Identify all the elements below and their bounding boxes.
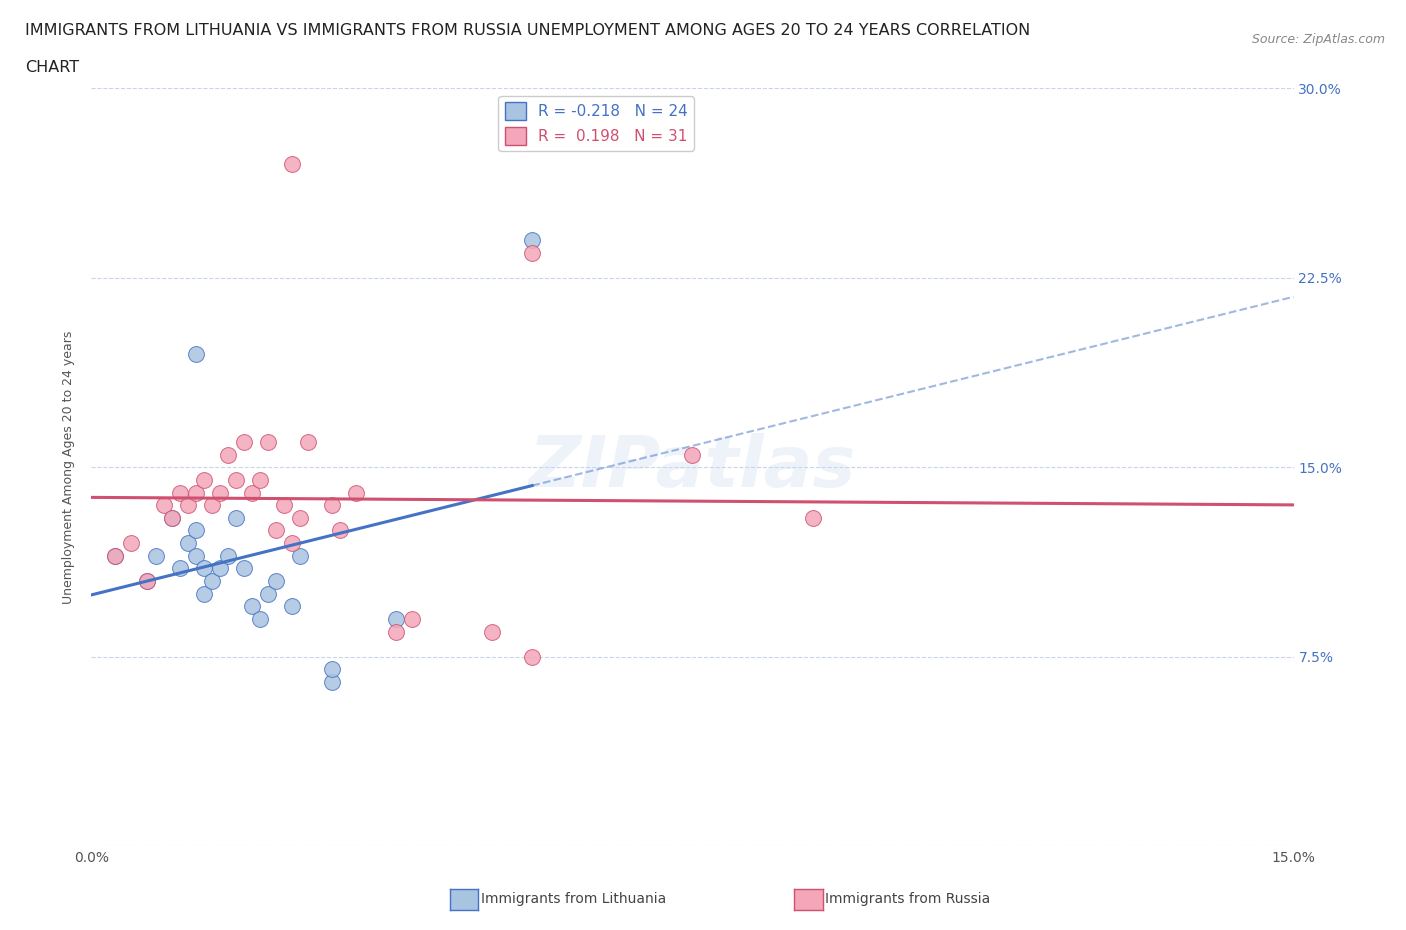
Point: [273, 498, 295, 512]
Text: IMMIGRANTS FROM LITHUANIA VS IMMIGRANTS FROM RUSSIA UNEMPLOYMENT AMONG AGES 20 T: IMMIGRANTS FROM LITHUANIA VS IMMIGRANTS …: [25, 23, 1031, 38]
Point: [152, 498, 174, 512]
Point: [401, 612, 423, 627]
Point: [256, 586, 278, 601]
Point: [193, 561, 215, 576]
Point: [160, 511, 183, 525]
Legend: R = -0.218   N = 24, R =  0.198   N = 31: R = -0.218 N = 24, R = 0.198 N = 31: [499, 96, 695, 152]
Point: [240, 485, 263, 500]
Text: CHART: CHART: [25, 60, 79, 75]
Point: [288, 549, 311, 564]
Point: [281, 599, 304, 614]
Point: [264, 523, 287, 538]
Point: [522, 649, 544, 664]
Point: [169, 561, 191, 576]
Point: [121, 536, 143, 551]
Point: [249, 612, 271, 627]
Point: [321, 662, 343, 677]
Point: [344, 485, 367, 500]
Point: [225, 472, 247, 487]
Point: [681, 447, 703, 462]
Point: [193, 586, 215, 601]
Point: [176, 498, 198, 512]
Point: [288, 511, 311, 525]
Point: [208, 561, 231, 576]
Point: [201, 498, 224, 512]
Point: [321, 674, 343, 689]
Text: Immigrants from Russia: Immigrants from Russia: [825, 892, 991, 907]
Point: [104, 549, 127, 564]
Point: [329, 523, 352, 538]
Point: [240, 599, 263, 614]
Point: [208, 485, 231, 500]
Point: [169, 485, 191, 500]
Point: [385, 624, 408, 639]
Point: [385, 612, 408, 627]
Point: [176, 536, 198, 551]
Point: [249, 472, 271, 487]
Point: [217, 549, 239, 564]
Point: [184, 549, 207, 564]
Point: [136, 574, 159, 589]
Text: ZIPatlas: ZIPatlas: [529, 432, 856, 502]
Point: [225, 511, 247, 525]
Point: [801, 511, 824, 525]
Point: [321, 498, 343, 512]
Point: [184, 485, 207, 500]
Point: [145, 549, 167, 564]
Point: [522, 232, 544, 247]
Point: [193, 472, 215, 487]
Point: [481, 624, 503, 639]
Point: [136, 574, 159, 589]
Point: [232, 561, 254, 576]
Point: [256, 434, 278, 449]
Text: Immigrants from Lithuania: Immigrants from Lithuania: [481, 892, 666, 907]
Point: [104, 549, 127, 564]
Point: [217, 447, 239, 462]
Point: [232, 434, 254, 449]
Point: [297, 434, 319, 449]
Point: [160, 511, 183, 525]
Point: [201, 574, 224, 589]
Point: [184, 523, 207, 538]
Point: [184, 346, 207, 361]
Point: [522, 246, 544, 260]
Text: Source: ZipAtlas.com: Source: ZipAtlas.com: [1251, 33, 1385, 46]
Point: [281, 157, 304, 172]
Point: [281, 536, 304, 551]
Point: [264, 574, 287, 589]
Y-axis label: Unemployment Among Ages 20 to 24 years: Unemployment Among Ages 20 to 24 years: [62, 331, 76, 604]
